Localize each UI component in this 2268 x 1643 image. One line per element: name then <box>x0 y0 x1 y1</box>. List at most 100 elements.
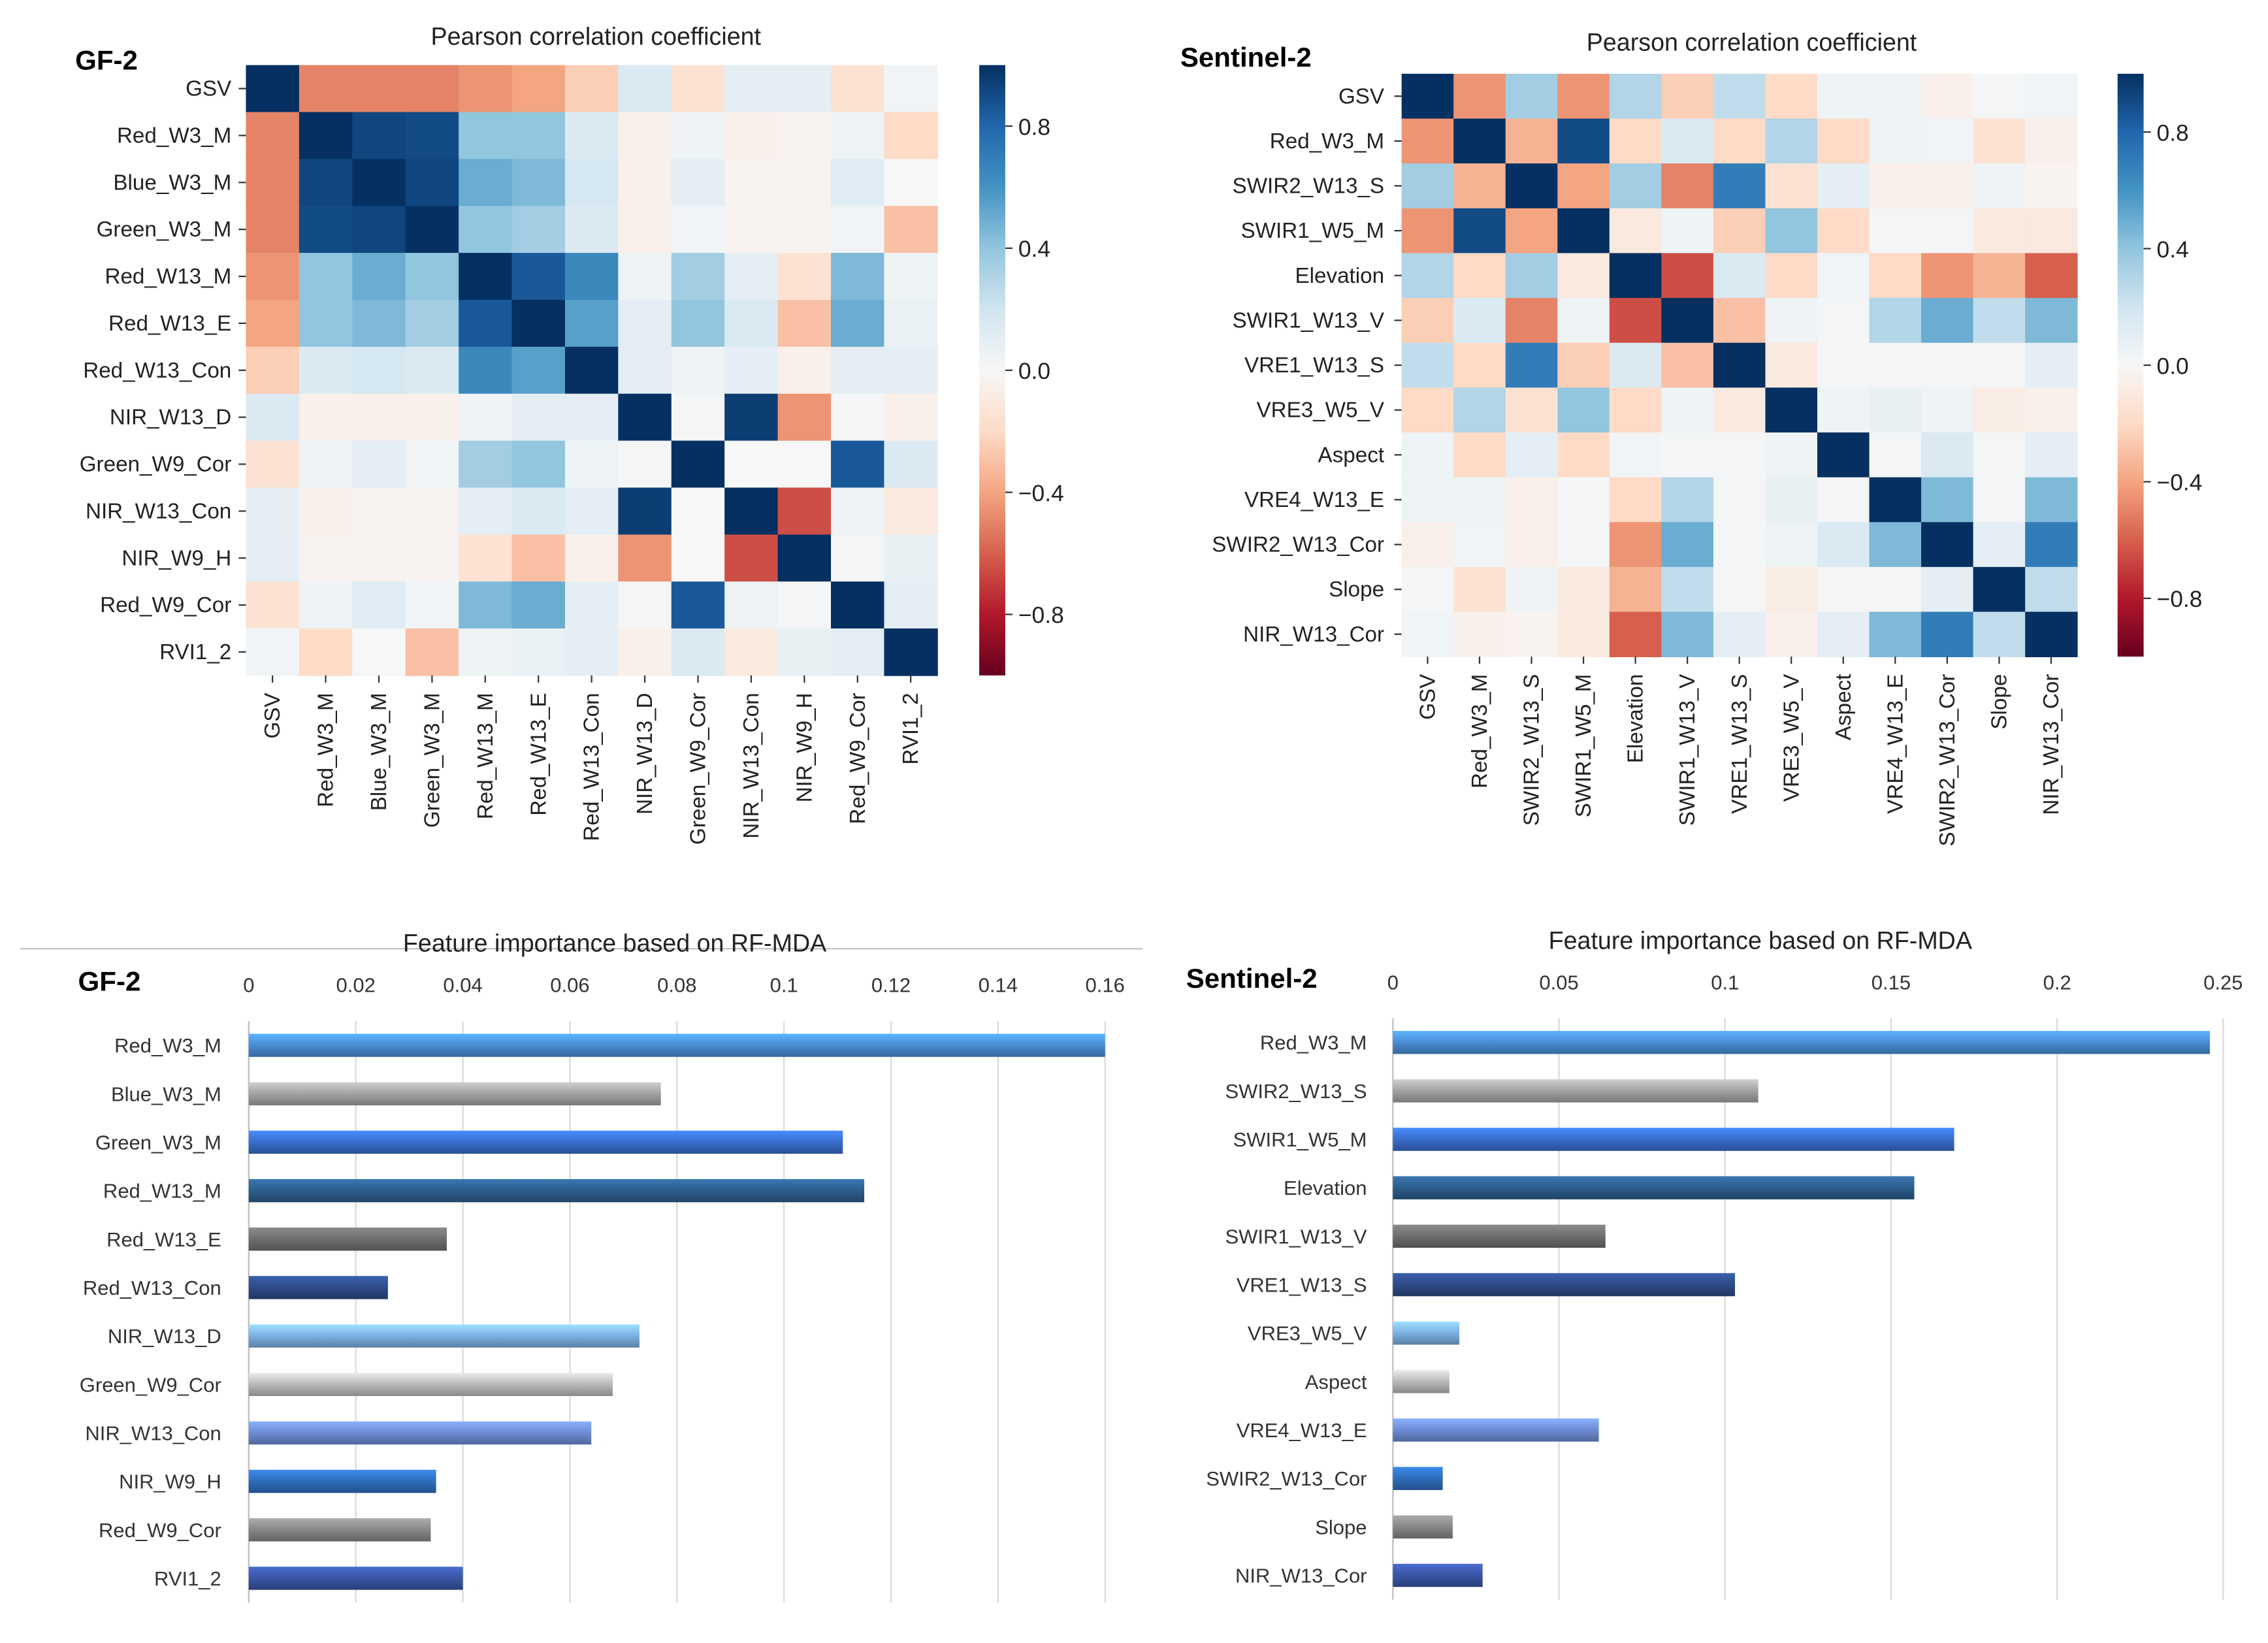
heatmap-cell-s2-r12-c8 <box>1817 611 1870 657</box>
heatmap-cell-s2-r11-c12 <box>2025 566 2078 613</box>
heatmap-cell-s2-r7-c0 <box>1401 387 1455 433</box>
bar-category-label: Red_W3_M <box>114 1034 221 1057</box>
bar-category-label: Red_W13_Con <box>83 1277 221 1299</box>
heatmap-cell-gf2-r11-c0 <box>246 581 300 629</box>
heatmap-cell-gf2-r10-c2 <box>352 534 406 583</box>
bar-xtick-label: 0.16 <box>1086 974 1125 997</box>
heatmap-cell-gf2-r9-c1 <box>299 487 353 536</box>
heatmap-cell-s2-r12-c2 <box>1505 611 1559 657</box>
heatmap-cell-s2-r10-c8 <box>1817 522 1870 568</box>
heatmap-cell-s2-r7-c6 <box>1713 387 1766 433</box>
heatmap-cell-gf2-r5-c2 <box>352 299 406 348</box>
heatmap-col-label: Red_W3_M <box>314 692 338 807</box>
heatmap-cell-gf2-r8-c8 <box>671 440 726 489</box>
heatmap-cell-gf2-r3-c7 <box>618 206 672 253</box>
heatmap-cell-gf2-r6-c6 <box>564 346 619 395</box>
heatmap-cell-gf2-r2-c4 <box>459 159 513 207</box>
heatmap-cell-gf2-r4-c3 <box>405 253 459 301</box>
heatmap-cell-gf2-r10-c4 <box>459 534 513 583</box>
heatmap-cell-gf2-r9-c0 <box>246 487 300 536</box>
heatmap-cell-gf2-r11-c10 <box>777 581 832 629</box>
heatmap-cell-s2-r10-c2 <box>1505 522 1559 568</box>
bar-category-label: Green_W9_Cor <box>80 1373 221 1396</box>
heatmap-col-label: Red_W9_Cor <box>846 692 870 824</box>
colorbar <box>2117 73 2144 657</box>
bar-s2-swir2-w13-s <box>1393 1079 1758 1103</box>
bar-category-label: Green_W3_M <box>95 1131 221 1154</box>
heatmap-row-label: NIR_W13_D <box>110 406 231 430</box>
heatmap-cell-gf2-r0-c9 <box>724 65 779 113</box>
heatmap-cell-s2-r6-c12 <box>2025 342 2078 389</box>
heatmap-cell-gf2-r1-c8 <box>671 112 726 160</box>
heatmap-cell-s2-r2-c4 <box>1609 163 1662 209</box>
heatmap-cell-gf2-r3-c0 <box>246 206 300 253</box>
heatmap-title-s2: Pearson correlation coefficient <box>1587 28 1917 56</box>
heatmap-cell-gf2-r0-c3 <box>405 65 459 113</box>
heatmap-cell-gf2-r11-c12 <box>884 581 938 629</box>
heatmap-cell-s2-r4-c0 <box>1401 253 1455 299</box>
heatmap-col-label: Red_W3_M <box>1468 674 1492 789</box>
heatmap-cell-s2-r6-c0 <box>1401 342 1455 389</box>
heatmap-cell-s2-r11-c8 <box>1817 566 1870 613</box>
heatmap-title-gf2: Pearson correlation coefficient <box>431 23 762 50</box>
heatmap-cell-gf2-r1-c0 <box>246 112 300 160</box>
heatmap-cell-gf2-r6-c1 <box>299 346 353 395</box>
heatmap-cell-s2-r7-c2 <box>1505 387 1559 433</box>
heatmap-cell-s2-r0-c7 <box>1765 73 1818 120</box>
heatmap-cell-s2-r11-c5 <box>1661 566 1714 613</box>
heatmap-cell-gf2-r9-c4 <box>459 487 513 536</box>
heatmap-cell-s2-r1-c2 <box>1505 118 1559 165</box>
heatmap-cell-s2-r1-c0 <box>1401 118 1455 165</box>
panel-label-gf2-bar: GF-2 <box>78 966 141 997</box>
heatmap-cell-gf2-r5-c4 <box>459 299 513 348</box>
heatmap-cell-gf2-r8-c12 <box>884 440 938 489</box>
bar-category-label: Red_W13_M <box>103 1180 221 1203</box>
heatmap-col-label: Elevation <box>1624 674 1648 764</box>
heatmap-cell-s2-r6-c9 <box>1869 342 1922 389</box>
heatmap-cell-gf2-r11-c9 <box>724 581 779 629</box>
heatmap-cell-gf2-r5-c11 <box>831 299 885 348</box>
heatmap-cell-gf2-r10-c12 <box>884 534 938 583</box>
heatmap-cell-gf2-r7-c1 <box>299 393 353 442</box>
bar-xtick-label: 0.06 <box>550 974 589 997</box>
bar-category-label: Slope <box>1315 1516 1367 1538</box>
heatmap-cell-gf2-r0-c1 <box>299 65 353 113</box>
heatmap-cell-gf2-r7-c9 <box>724 393 779 442</box>
heatmap-cell-gf2-r5-c9 <box>724 299 779 348</box>
heatmap-cell-s2-r3-c8 <box>1817 208 1870 254</box>
heatmap-cell-s2-r6-c4 <box>1609 342 1662 389</box>
heatmap-cell-s2-r7-c4 <box>1609 387 1662 433</box>
heatmap-cell-gf2-r12-c5 <box>511 628 566 676</box>
heatmap-cell-s2-r3-c6 <box>1713 208 1766 254</box>
bar-xtick-label: 0.14 <box>979 974 1018 997</box>
heatmap-cell-s2-r2-c7 <box>1765 163 1818 209</box>
heatmap-cell-s2-r10-c0 <box>1401 522 1455 568</box>
heatmap-cell-s2-r6-c11 <box>1973 342 2026 389</box>
heatmap-s2: GSV Red_W3_M SWIR2_W13_S SWIR1_W5_M Elevatio… <box>1212 73 2202 847</box>
heatmap-row-label: Elevation <box>1295 264 1384 288</box>
heatmap-cell-gf2-r10-c7 <box>618 534 672 583</box>
heatmap-cell-gf2-r4-c8 <box>671 253 726 301</box>
heatmap-cell-s2-r7-c3 <box>1557 387 1610 433</box>
heatmap-cell-gf2-r12-c6 <box>564 628 619 676</box>
heatmap-cell-gf2-r3-c1 <box>299 206 353 253</box>
heatmap-cell-gf2-r12-c2 <box>352 628 406 676</box>
heatmap-cell-s2-r8-c8 <box>1817 432 1870 478</box>
heatmap-cell-s2-r3-c3 <box>1557 208 1610 254</box>
heatmap-cell-s2-r6-c2 <box>1505 342 1559 389</box>
heatmap-row-label: SWIR1_W5_M <box>1241 219 1385 243</box>
heatmap-cell-s2-r11-c7 <box>1765 566 1818 613</box>
heatmap-cell-gf2-r9-c5 <box>511 487 566 536</box>
bar-gf2-red-w13-e <box>248 1228 447 1251</box>
bar-xtick-label: 0.25 <box>2203 971 2243 994</box>
heatmap-cell-s2-r2-c2 <box>1505 163 1559 209</box>
heatmap-cell-gf2-r8-c4 <box>459 440 513 489</box>
heatmap-cell-gf2-r12-c0 <box>246 628 300 676</box>
heatmap-cell-gf2-r1-c2 <box>352 112 406 160</box>
heatmap-cell-s2-r10-c5 <box>1661 522 1714 568</box>
heatmap-cell-s2-r11-c2 <box>1505 566 1559 613</box>
heatmap-cell-gf2-r6-c7 <box>618 346 672 395</box>
heatmap-cell-s2-r11-c9 <box>1869 566 1922 613</box>
heatmap-cell-s2-r0-c5 <box>1661 73 1714 120</box>
